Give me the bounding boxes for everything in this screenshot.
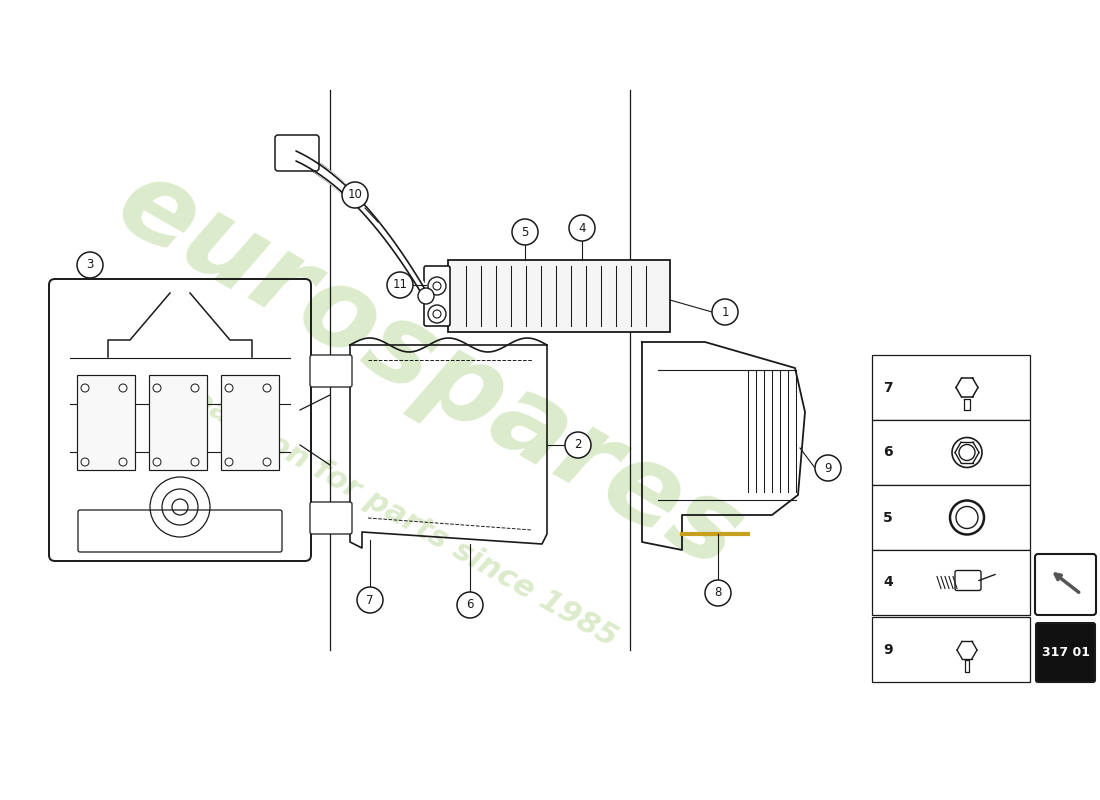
Text: 6: 6 [883,446,892,459]
FancyBboxPatch shape [1036,623,1094,682]
FancyBboxPatch shape [872,485,1030,550]
FancyBboxPatch shape [148,375,207,470]
Text: eurospares: eurospares [99,148,761,592]
FancyBboxPatch shape [275,135,319,171]
Text: 8: 8 [714,586,722,599]
FancyBboxPatch shape [872,617,1030,682]
FancyBboxPatch shape [78,510,282,552]
Text: 4: 4 [579,222,585,234]
FancyBboxPatch shape [872,420,1030,485]
FancyBboxPatch shape [221,375,279,470]
Text: 4: 4 [883,575,893,590]
FancyBboxPatch shape [310,355,352,387]
Circle shape [565,432,591,458]
Circle shape [456,592,483,618]
Circle shape [512,219,538,245]
Text: 5: 5 [883,510,893,525]
Text: a passion for parts since 1985: a passion for parts since 1985 [158,367,623,653]
Circle shape [815,455,842,481]
Text: 7: 7 [883,381,892,394]
Text: 11: 11 [393,278,407,291]
FancyBboxPatch shape [424,266,450,326]
FancyBboxPatch shape [448,260,670,332]
Circle shape [77,252,103,278]
Circle shape [569,215,595,241]
FancyBboxPatch shape [77,375,135,470]
Circle shape [342,182,369,208]
Circle shape [358,587,383,613]
Circle shape [705,580,732,606]
Circle shape [418,288,434,304]
Text: 9: 9 [883,643,892,657]
FancyBboxPatch shape [310,502,352,534]
Text: 7: 7 [366,594,374,606]
Text: 6: 6 [466,598,474,611]
FancyBboxPatch shape [1035,554,1096,615]
Text: 9: 9 [824,462,832,474]
Text: 2: 2 [574,438,582,451]
FancyBboxPatch shape [872,355,1030,420]
Text: 5: 5 [521,226,529,238]
Text: 3: 3 [86,258,94,271]
Text: 10: 10 [348,189,362,202]
Circle shape [712,299,738,325]
Text: 1: 1 [722,306,728,318]
Circle shape [387,272,412,298]
FancyBboxPatch shape [872,550,1030,615]
FancyBboxPatch shape [955,570,981,590]
Text: 317 01: 317 01 [1042,646,1089,658]
